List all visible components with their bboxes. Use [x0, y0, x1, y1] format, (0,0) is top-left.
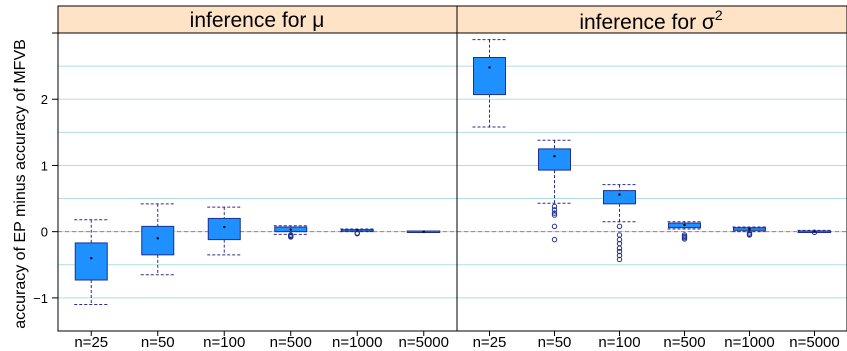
box-iqr	[603, 190, 636, 205]
outlier-point	[616, 256, 623, 263]
panel-title-sigma-main: inference for σ	[579, 11, 715, 34]
y-tick-label: 2	[41, 92, 48, 107]
median-dot	[683, 223, 686, 227]
x-tick-label: n=100	[203, 334, 245, 351]
x-tick-label: n=5000	[789, 334, 839, 351]
outlier-point	[616, 232, 623, 238]
box-n=5000	[797, 229, 832, 236]
y-axis: accuracy of EP minus accuracy of MFVB −1…	[12, 32, 58, 329]
y-tick-label: 0	[41, 225, 48, 240]
outlier-point	[616, 223, 623, 230]
box-n=500	[273, 225, 308, 240]
outlier-point	[288, 234, 294, 240]
y-tick-label: −1	[33, 291, 48, 306]
y-axis-label: accuracy of EP minus accuracy of MFVB	[12, 39, 29, 329]
panel-frame-1	[456, 32, 847, 332]
panel-title-sigma: inference for σ2	[579, 7, 723, 34]
x-tick-label: n=25	[473, 334, 507, 351]
outlier-point	[551, 223, 558, 230]
box-iqr	[74, 242, 108, 281]
box-iqr	[141, 225, 175, 256]
box-iqr	[538, 148, 571, 171]
outlier-point	[746, 232, 753, 238]
box-n=50	[537, 139, 572, 243]
box-n=25	[472, 39, 507, 128]
box-n=100	[207, 206, 242, 256]
box-n=1000	[732, 226, 767, 238]
panel-frames	[57, 32, 847, 332]
box-n=25	[74, 219, 109, 306]
median-dot	[618, 193, 621, 196]
outlier-point	[354, 230, 360, 237]
panel-frame-0	[57, 32, 458, 332]
y-tick-label: 1	[41, 158, 48, 173]
box-n=5000	[406, 230, 441, 234]
median-dot	[90, 256, 93, 260]
outlier-point	[551, 236, 558, 243]
x-tick-label: n=100	[598, 334, 640, 351]
x-tick-label: n=50	[141, 334, 175, 351]
outlier-point	[551, 210, 558, 216]
panel-strips: inference for μ inference for σ2	[57, 5, 847, 34]
x-tick-label: n=500	[663, 334, 705, 351]
box-iqr	[207, 217, 241, 241]
outlier-point	[811, 229, 818, 236]
outlier-point	[551, 212, 558, 218]
median-dot	[488, 66, 491, 69]
panel-title-sigma-sup: 2	[715, 7, 723, 23]
outlier-point	[616, 245, 623, 251]
median-dot	[289, 228, 292, 231]
median-dot	[156, 237, 159, 240]
panel-strip-bg-0	[57, 5, 458, 34]
median-dot	[553, 154, 556, 158]
x-tick-label: n=25	[74, 334, 108, 351]
box-series	[74, 39, 832, 306]
box-n=1000	[340, 228, 375, 237]
box-n=50	[140, 203, 175, 276]
x-tick-label: n=50	[538, 334, 572, 351]
outlier-point	[681, 236, 688, 242]
x-tick-label: n=1000	[332, 334, 382, 351]
x-tick-label: n=1000	[724, 334, 774, 351]
box-n=500	[667, 221, 702, 242]
outlier-point	[551, 207, 558, 213]
x-tick-label: n=500	[270, 334, 312, 351]
box-n=100	[602, 184, 637, 263]
panel-title-mu: inference for μ	[190, 9, 325, 32]
median-dot	[422, 230, 425, 233]
x-axis: n=25 n=50 n=100 n=500 n=1000 n=5000 n=25 n=50 n=…	[74, 331, 840, 351]
median-dot	[748, 227, 751, 231]
median-dot	[223, 225, 226, 229]
outlier-point	[551, 203, 558, 210]
x-tick-label: n=5000	[399, 334, 449, 351]
box-iqr	[473, 57, 506, 96]
gridlines	[58, 32, 847, 332]
